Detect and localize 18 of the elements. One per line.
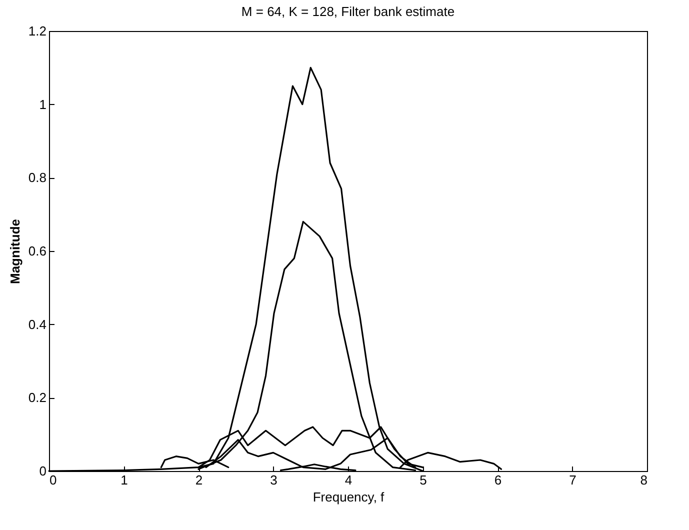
y-tick-label: 0.4 xyxy=(28,316,46,332)
x-tick-label: 5 xyxy=(420,472,427,488)
y-tick-label: 0.2 xyxy=(28,390,46,406)
x-tick-label: 4 xyxy=(344,472,352,488)
y-tick-label: 1 xyxy=(39,96,46,112)
y-tick-label: 0.6 xyxy=(28,244,46,258)
chart-title: M = 64, K = 128, Filter bank estimate xyxy=(241,4,455,19)
x-tick-label: 6 xyxy=(494,472,502,488)
x-tick-label: 2 xyxy=(195,472,203,488)
x-tick-label: 0 xyxy=(50,472,57,488)
x-tick-label: 1 xyxy=(120,472,128,488)
y-tick-label: 1.2 xyxy=(28,24,46,38)
x-tick-label: 8 xyxy=(640,472,648,488)
x-axis-title: Frequency, f xyxy=(312,490,385,504)
y-axis-title: Magnitude xyxy=(7,219,22,284)
x-tick-label: 7 xyxy=(569,472,576,488)
x-tick-label: 3 xyxy=(270,472,278,488)
y-tick-label: 0.8 xyxy=(28,170,46,186)
